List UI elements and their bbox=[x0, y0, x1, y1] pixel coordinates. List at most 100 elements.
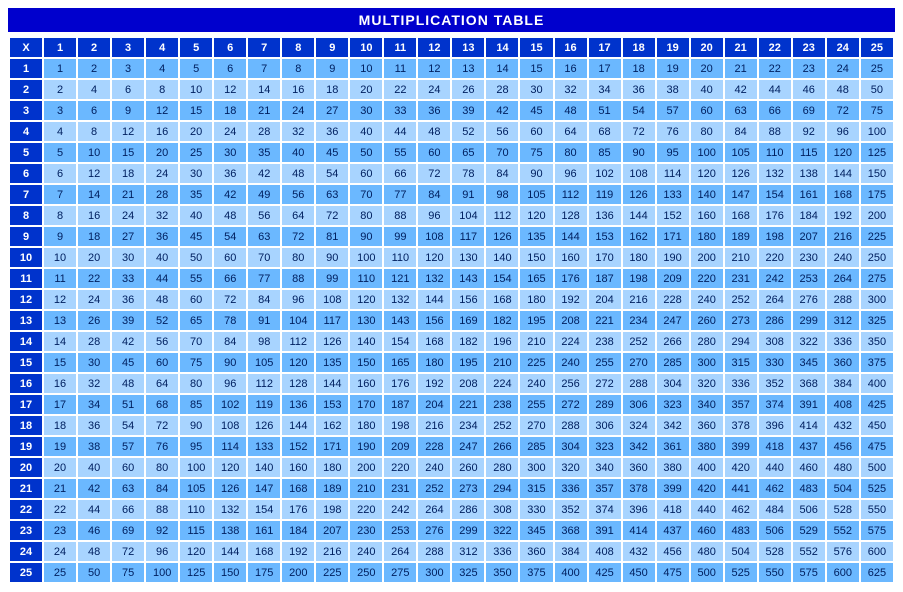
row-header: 1 bbox=[10, 59, 42, 78]
cell: 418 bbox=[657, 500, 689, 519]
cell: 96 bbox=[146, 542, 178, 561]
cell: 35 bbox=[248, 143, 280, 162]
cell: 100 bbox=[861, 122, 893, 141]
col-header: 2 bbox=[78, 38, 110, 57]
cell: 4 bbox=[146, 59, 178, 78]
cell: 24 bbox=[827, 59, 859, 78]
cell: 312 bbox=[827, 311, 859, 330]
cell: 528 bbox=[759, 542, 791, 561]
row-header: 18 bbox=[10, 416, 42, 435]
cell: 187 bbox=[384, 395, 416, 414]
cell: 306 bbox=[589, 416, 621, 435]
cell: 133 bbox=[657, 185, 689, 204]
cell: 325 bbox=[452, 563, 484, 582]
col-header: 24 bbox=[827, 38, 859, 57]
cell: 374 bbox=[589, 500, 621, 519]
cell: 120 bbox=[691, 164, 723, 183]
cell: 110 bbox=[350, 269, 382, 288]
col-header: 8 bbox=[282, 38, 314, 57]
cell: 90 bbox=[316, 248, 348, 267]
cell: 22 bbox=[44, 500, 76, 519]
cell: 100 bbox=[691, 143, 723, 162]
cell: 16 bbox=[282, 80, 314, 99]
row-header: 14 bbox=[10, 332, 42, 351]
cell: 391 bbox=[793, 395, 825, 414]
row-header: 2 bbox=[10, 80, 42, 99]
cell: 224 bbox=[486, 374, 518, 393]
cell: 483 bbox=[725, 521, 757, 540]
cell: 140 bbox=[486, 248, 518, 267]
cell: 88 bbox=[759, 122, 791, 141]
cell: 552 bbox=[793, 542, 825, 561]
cell: 270 bbox=[623, 353, 655, 372]
cell: 125 bbox=[861, 143, 893, 162]
table-row: 6612182430364248546066727884909610210811… bbox=[10, 164, 893, 183]
table-row: 1919385776951141331521711902092282472662… bbox=[10, 437, 893, 456]
cell: 44 bbox=[146, 269, 178, 288]
cell: 441 bbox=[725, 479, 757, 498]
cell: 418 bbox=[759, 437, 791, 456]
cell: 64 bbox=[555, 122, 587, 141]
cell: 120 bbox=[180, 542, 212, 561]
cell: 4 bbox=[78, 80, 110, 99]
cell: 14 bbox=[44, 332, 76, 351]
cell: 39 bbox=[452, 101, 484, 120]
cell: 105 bbox=[725, 143, 757, 162]
cell: 117 bbox=[316, 311, 348, 330]
cell: 40 bbox=[350, 122, 382, 141]
cell: 160 bbox=[282, 458, 314, 477]
cell: 72 bbox=[316, 206, 348, 225]
cell: 15 bbox=[520, 59, 552, 78]
cell: 506 bbox=[759, 521, 791, 540]
cell: 24 bbox=[214, 122, 246, 141]
cell: 91 bbox=[248, 311, 280, 330]
cell: 475 bbox=[861, 437, 893, 456]
cell: 42 bbox=[112, 332, 144, 351]
table-row: 2323466992115138161184207230253276299322… bbox=[10, 521, 893, 540]
cell: 40 bbox=[180, 206, 212, 225]
cell: 384 bbox=[555, 542, 587, 561]
cell: 180 bbox=[418, 353, 450, 372]
cell: 180 bbox=[350, 416, 382, 435]
cell: 169 bbox=[452, 311, 484, 330]
cell: 176 bbox=[555, 269, 587, 288]
row-header: 22 bbox=[10, 500, 42, 519]
cell: 340 bbox=[589, 458, 621, 477]
cell: 36 bbox=[78, 416, 110, 435]
cell: 120 bbox=[418, 248, 450, 267]
cell: 161 bbox=[248, 521, 280, 540]
cell: 130 bbox=[452, 248, 484, 267]
cell: 60 bbox=[214, 248, 246, 267]
cell: 322 bbox=[793, 332, 825, 351]
table-row: 1717345168851021191361531701872042212382… bbox=[10, 395, 893, 414]
cell: 285 bbox=[520, 437, 552, 456]
cell: 408 bbox=[827, 395, 859, 414]
cell: 25 bbox=[180, 143, 212, 162]
cell: 304 bbox=[657, 374, 689, 393]
row-header: 12 bbox=[10, 290, 42, 309]
cell: 210 bbox=[350, 479, 382, 498]
cell: 126 bbox=[486, 227, 518, 246]
cell: 360 bbox=[520, 542, 552, 561]
cell: 276 bbox=[418, 521, 450, 540]
cell: 104 bbox=[282, 311, 314, 330]
cell: 45 bbox=[316, 143, 348, 162]
cell: 108 bbox=[418, 227, 450, 246]
cell: 154 bbox=[759, 185, 791, 204]
cell: 38 bbox=[657, 80, 689, 99]
row-header: 8 bbox=[10, 206, 42, 225]
cell: 132 bbox=[384, 290, 416, 309]
cell: 460 bbox=[691, 521, 723, 540]
cell: 285 bbox=[657, 353, 689, 372]
cell: 69 bbox=[112, 521, 144, 540]
cell: 342 bbox=[623, 437, 655, 456]
cell: 408 bbox=[589, 542, 621, 561]
cell: 56 bbox=[486, 122, 518, 141]
row-header: 25 bbox=[10, 563, 42, 582]
cell: 117 bbox=[452, 227, 484, 246]
cell: 3 bbox=[112, 59, 144, 78]
cell: 506 bbox=[793, 500, 825, 519]
cell: 126 bbox=[725, 164, 757, 183]
cell: 396 bbox=[759, 416, 791, 435]
cell: 143 bbox=[452, 269, 484, 288]
